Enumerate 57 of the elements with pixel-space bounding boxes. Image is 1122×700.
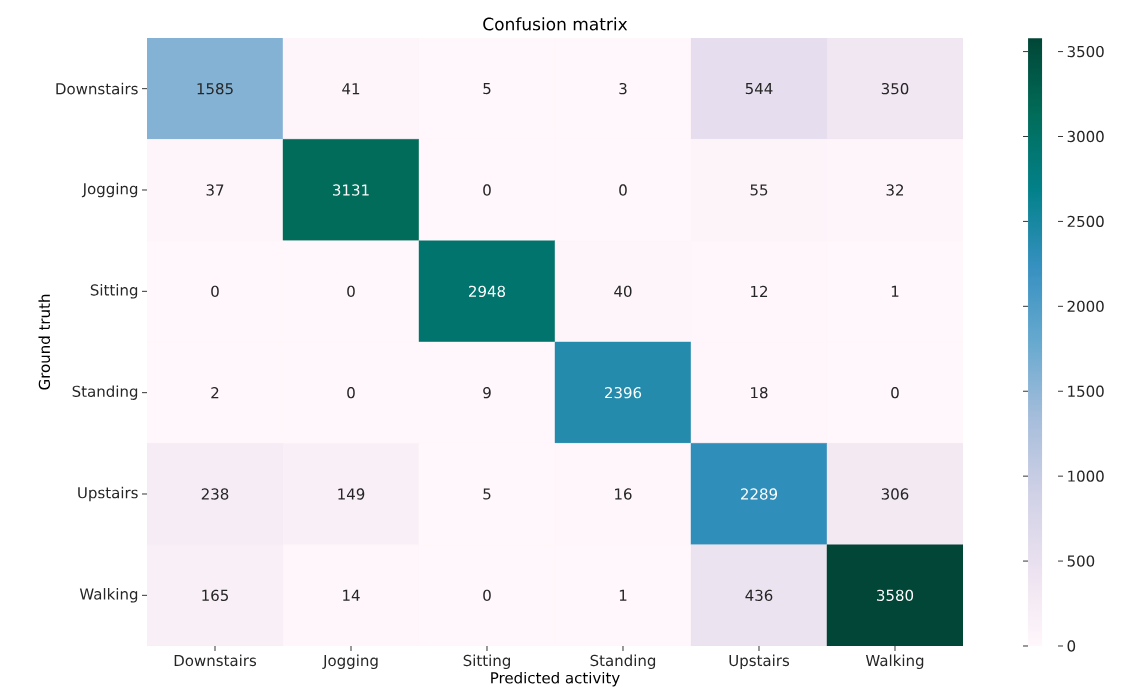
x-tick-label: Standing <box>590 654 656 670</box>
x-tick-label: Walking <box>865 654 924 670</box>
data-label: 37 <box>206 184 224 196</box>
data-label: 238 <box>201 488 229 500</box>
y-tick-label: Jogging <box>81 182 138 198</box>
data-label: 544 <box>745 83 773 95</box>
y-tick-label: Downstairs <box>56 82 138 95</box>
chart-title: Confusion matrix <box>483 17 628 31</box>
data-label: 0 <box>347 386 355 399</box>
data-label: 0 <box>891 386 899 399</box>
x-tick-label: Upstairs <box>729 654 790 670</box>
data-label: 2 <box>211 387 219 399</box>
data-label: 18 <box>751 386 768 399</box>
data-label: 3131 <box>333 184 369 196</box>
data-label: 306 <box>881 488 909 500</box>
data-label: 3580 <box>877 589 914 602</box>
data-label: 350 <box>881 82 909 95</box>
y-axis-title: Ground truth <box>38 294 51 390</box>
data-label: 12 <box>751 285 768 297</box>
data-label: 2289 <box>741 488 778 500</box>
data-label: 55 <box>750 184 768 196</box>
data-label: 3 <box>619 82 627 95</box>
data-label: 1 <box>891 285 899 297</box>
data-label: 5 <box>483 83 491 95</box>
data-label: 0 <box>483 589 491 602</box>
color-bar-label: 1000 <box>1068 470 1104 482</box>
data-label: 16 <box>615 488 632 500</box>
x-axis-title: Predicted activity <box>491 671 620 687</box>
data-label: 0 <box>619 184 627 196</box>
color-bar-label: 3000 <box>1067 130 1104 143</box>
color-bar-label: 500 <box>1067 555 1095 567</box>
y-tick-label: Standing <box>72 385 138 400</box>
y-tick-label: Walking <box>79 588 138 603</box>
y-tick-label: Upstairs <box>78 486 138 502</box>
data-label: 2948 <box>469 285 506 298</box>
x-tick-label: Downstairs <box>174 654 257 667</box>
data-label: 2396 <box>605 386 642 399</box>
data-label: 436 <box>745 589 773 602</box>
color-bar-label: 1500 <box>1068 385 1104 397</box>
data-label: 14 <box>343 589 360 601</box>
data-label: 0 <box>347 285 355 298</box>
data-label: 9 <box>483 386 491 399</box>
data-label: 0 <box>211 285 219 298</box>
data-label: 149 <box>338 488 365 500</box>
x-tick-label: Jogging <box>322 654 378 670</box>
color-bar-label: 2000 <box>1067 300 1104 312</box>
data-label: 40 <box>614 285 632 298</box>
data-label: 32 <box>886 184 904 196</box>
data-label: 0 <box>483 184 491 196</box>
color-bar-label: 3500 <box>1067 45 1104 58</box>
y-tick-label: Sitting <box>90 284 138 299</box>
color-bar-label: 2500 <box>1067 215 1104 228</box>
data-label: 165 <box>202 589 228 602</box>
data-label: 1 <box>619 589 627 601</box>
x-tick-label: Sitting <box>463 654 510 670</box>
color-bar-label: 0 <box>1067 640 1076 652</box>
data-label: 5 <box>483 488 491 500</box>
